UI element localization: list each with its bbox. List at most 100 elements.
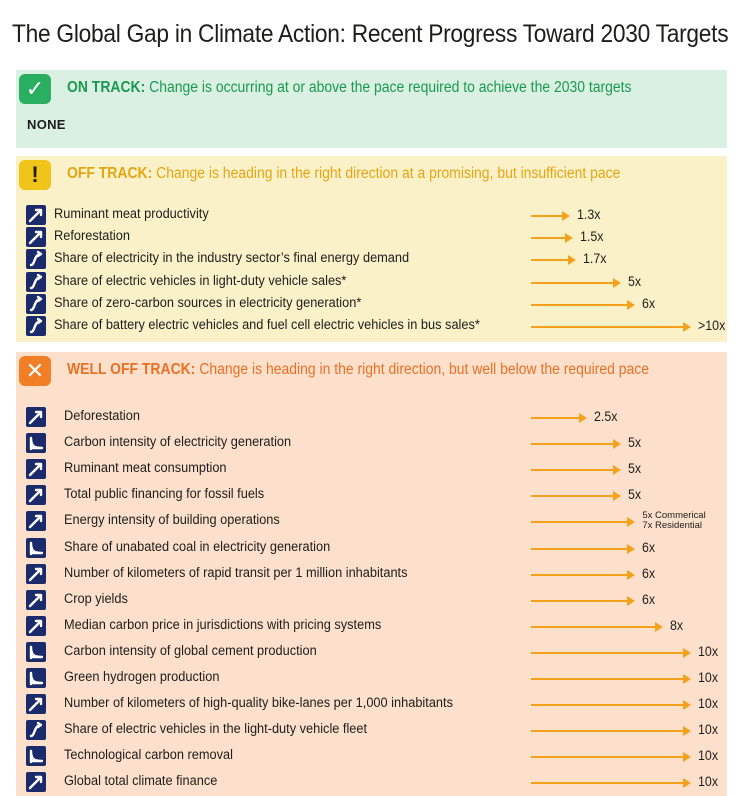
progress-arrow (531, 211, 570, 221)
trend-linear-up-icon (26, 772, 46, 793)
progress-arrow (531, 595, 636, 606)
table-row: Reforestation 1.5x (26, 226, 716, 248)
trend-linear-up-icon (26, 205, 46, 225)
trend-s-curve-icon (26, 316, 46, 336)
multiplier-label: 10x (698, 643, 719, 659)
progress-arrow (531, 700, 691, 711)
row-label: Green hydrogen production (64, 669, 220, 685)
multiplier-label: 1.3x (577, 207, 601, 222)
trend-s-curve-icon (26, 249, 46, 270)
off-track-heading-label: OFF TRACK: (67, 165, 153, 182)
table-row: Crop yields 6x (26, 589, 716, 611)
trend-linear-down-icon (26, 511, 46, 532)
row-label: Share of unabated coal in electricity ge… (64, 538, 331, 555)
progress-arrow (531, 255, 576, 266)
row-label: Technological carbon removal (64, 747, 233, 764)
multiplier-label: 10x (698, 748, 719, 764)
table-row: Median carbon price in jurisdictions wit… (26, 615, 716, 637)
row-label: Carbon intensity of global cement produc… (64, 642, 317, 659)
trend-decay-icon (26, 668, 46, 688)
progress-arrow (531, 465, 622, 476)
multiplier-label: 5x (628, 487, 642, 503)
row-label: Share of electricity in the industry sec… (54, 250, 410, 267)
multiplier-label: 2.5x (593, 409, 618, 424)
progress-arrow (531, 674, 691, 684)
table-row: Global total climate finance 10x (26, 771, 719, 793)
row-label: Energy intensity of building operations (64, 512, 280, 529)
row-label: Carbon intensity of electricity generati… (64, 434, 292, 451)
row-label: Median carbon price in jurisdictions wit… (64, 616, 382, 633)
table-row: Carbon intensity of electricity generati… (26, 432, 716, 454)
table-row: Technological carbon removal 10x (26, 745, 719, 767)
multiplier-label: 1.5x (579, 229, 604, 245)
on-track-none: NONE (27, 117, 66, 132)
multiplier-label: 1.7x (582, 251, 607, 267)
progress-arrow (531, 543, 636, 554)
multiplier-label: 5x (628, 435, 642, 451)
well-off-track-heading: WELL OFF TRACK: Change is heading in the… (67, 361, 649, 379)
on-track-heading: ON TRACK: Change is occurring at or abov… (67, 79, 632, 97)
trend-linear-up-icon (26, 694, 46, 715)
trend-linear-up-icon (26, 563, 46, 584)
table-row: Share of electricity in the industry sec… (26, 248, 716, 270)
off-track-panel: ! OFF TRACK: Change is heading in the ri… (16, 156, 727, 342)
well-off-track-heading-label: WELL OFF TRACK: (67, 361, 196, 378)
multiplier-label: 5x (628, 461, 642, 477)
chart-title: The Global Gap in Climate Action: Recent… (12, 20, 729, 48)
row-label: Deforestation (64, 408, 140, 424)
multiplier-label: 6x (642, 295, 656, 311)
multiplier-label: 10x (698, 696, 719, 712)
multiplier-label: 8x (670, 617, 684, 633)
table-row: Number of kilometers of rapid transit pe… (26, 563, 716, 585)
trend-decay-icon (26, 433, 46, 454)
well-off-track-description: Change is heading in the right direction… (199, 361, 650, 378)
multiplier-label: 10x (698, 722, 719, 738)
trend-linear-down-icon (26, 407, 46, 427)
multiplier-label: 6x (642, 591, 656, 607)
table-row: Energy intensity of building operations 5… (26, 510, 716, 532)
row-label: Global total climate finance (64, 773, 218, 790)
table-row: Green hydrogen production 10x (26, 667, 719, 689)
progress-arrow (531, 726, 691, 737)
progress-arrow (531, 569, 636, 580)
trend-linear-down-icon (26, 459, 46, 480)
table-row: Share of electric vehicles in light-duty… (26, 271, 716, 293)
multiplier-label: 10x (698, 774, 719, 790)
row-label: Share of electric vehicles in light-duty… (54, 272, 347, 289)
progress-arrow (531, 439, 622, 450)
trend-s-curve-icon (26, 293, 46, 314)
trend-s-curve-icon (26, 720, 46, 741)
off-track-header: ! OFF TRACK: Change is heading in the ri… (16, 156, 727, 192)
well-off-track-panel: ✕ WELL OFF TRACK: Change is heading in t… (16, 352, 727, 796)
progress-arrow (531, 647, 691, 658)
off-track-description: Change is heading in the right direction… (156, 165, 621, 182)
row-label: Total public financing for fossil fuels (64, 486, 265, 503)
progress-arrow (531, 621, 664, 632)
progress-arrow (531, 413, 587, 423)
table-row: Number of kilometers of high-quality bik… (26, 693, 719, 715)
row-label: Reforestation (54, 228, 130, 245)
multiplier-label: 6x (642, 565, 656, 581)
multiplier-label: 10x (698, 670, 719, 685)
progress-arrow (531, 299, 636, 310)
multiplier-label: 5x (628, 273, 642, 289)
off-track-heading: OFF TRACK: Change is heading in the righ… (67, 165, 620, 183)
table-row: Carbon intensity of global cement produc… (26, 641, 719, 663)
row-label: Ruminant meat productivity (54, 206, 209, 222)
table-row: Share of unabated coal in electricity ge… (26, 537, 716, 559)
on-track-panel: ✓ ON TRACK: Change is occurring at or ab… (16, 70, 727, 148)
multiplier-label: 5x Commerical 7x Residential (642, 511, 705, 531)
on-track-header: ✓ ON TRACK: Change is occurring at or ab… (16, 70, 727, 106)
table-row: Share of electric vehicles in the light-… (26, 719, 719, 741)
trend-decay-icon (26, 641, 46, 662)
well-off-track-header: ✕ WELL OFF TRACK: Change is heading in t… (16, 352, 727, 388)
on-track-description: Change is occurring at or above the pace… (149, 79, 632, 96)
progress-arrow (531, 778, 691, 789)
trend-linear-down-icon (26, 485, 46, 506)
row-label: Number of kilometers of rapid transit pe… (64, 564, 408, 581)
multiplier-line: 5x Commerical (642, 510, 706, 522)
trend-s-curve-icon (26, 271, 46, 292)
progress-arrow (531, 517, 636, 528)
table-row: Ruminant meat productivity 1.3x (26, 204, 716, 226)
table-row: Deforestation 2.5x (26, 406, 716, 428)
